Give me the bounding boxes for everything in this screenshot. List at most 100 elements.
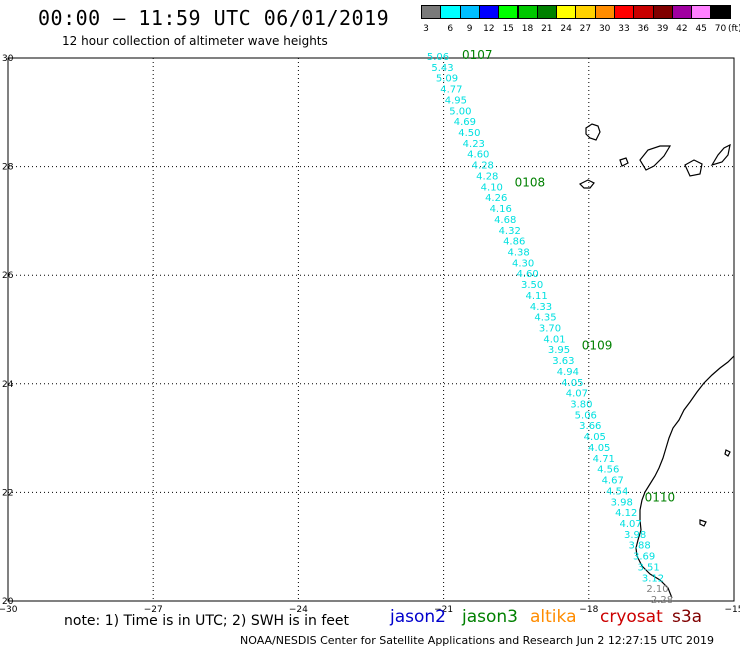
legend-label: 6 <box>447 24 454 34</box>
lat-lon-grid <box>8 58 734 601</box>
wave-height-label: 4.32 <box>499 226 521 237</box>
wave-height-label: 5.06 <box>427 52 449 63</box>
lat-tick-label: 28 <box>2 163 14 173</box>
legend-label: 39 <box>656 24 669 34</box>
satellite-label: cryosat <box>600 607 663 627</box>
page-title: 00:00 – 11:59 UTC 06/01/2019 <box>38 6 390 30</box>
wave-height-label: 4.12 <box>615 508 637 519</box>
axis-ticks: −30 −27 −24 −21 −18 −15 20 22 24 26 28 30 <box>0 54 740 615</box>
time-labels: 0107 0108 0109 0110 <box>462 48 675 505</box>
wave-height-label: 3.88 <box>628 541 650 552</box>
wave-height-label: 4.95 <box>445 95 467 106</box>
legend-swatch <box>710 5 731 19</box>
wave-height-label: 4.77 <box>440 85 462 96</box>
lon-tick-label: −24 <box>289 605 308 615</box>
wave-height-label: 2.10 <box>646 584 668 595</box>
wave-height-label: 4.16 <box>490 204 512 215</box>
map-frame <box>7 57 735 602</box>
altimeter-track: 5.065.435.094.774.955.004.694.504.234.60… <box>427 52 673 606</box>
wave-height-label: 4.60 <box>467 150 489 161</box>
legend-label: 36 <box>637 24 650 34</box>
tenerife-island <box>639 145 672 171</box>
time-label: 0110 <box>645 491 676 505</box>
fuerteventura-island <box>710 143 731 167</box>
la-gomera-island <box>619 157 629 167</box>
cape-blanc-island <box>699 519 707 527</box>
legend-label: 33 <box>618 24 630 34</box>
wave-height-label: 4.86 <box>503 237 525 248</box>
wave-height-label: 3.80 <box>570 400 592 411</box>
lon-tick-label: −15 <box>725 605 740 615</box>
legend-label: 70 <box>714 24 727 34</box>
wave-height-label: 4.71 <box>593 454 615 465</box>
time-label: 0107 <box>462 48 493 62</box>
wave-height-label: 3.98 <box>611 497 633 508</box>
wave-height-label: 4.38 <box>507 248 529 259</box>
time-label: 0108 <box>515 176 546 190</box>
wave-height-label: 4.10 <box>481 182 503 193</box>
wave-height-label: 4.05 <box>588 443 610 454</box>
lat-tick-label: 26 <box>2 271 14 281</box>
wave-height-label: 4.50 <box>458 128 480 139</box>
wave-height-label: 4.56 <box>597 465 619 476</box>
wave-height-label: 4.07 <box>619 519 641 530</box>
legend-label: 15 <box>502 24 514 34</box>
footer-credit: NOAA/NESDIS Center for Satellite Applica… <box>240 634 715 647</box>
wave-height-label: 3.66 <box>579 421 601 432</box>
wave-height-label: 3.95 <box>548 345 570 356</box>
wave-height-label: 5.06 <box>575 410 597 421</box>
wave-height-label: 4.69 <box>454 117 476 128</box>
gran-canaria-island <box>684 159 703 177</box>
legend-label: 9 <box>466 24 473 34</box>
wave-height-label: 4.26 <box>485 193 507 204</box>
el-hierro-island <box>578 179 595 189</box>
wave-height-label: 4.28 <box>476 172 498 183</box>
wave-height-label: 3.51 <box>637 562 659 573</box>
la-palma-island <box>585 123 601 141</box>
africa-coastline <box>635 355 735 599</box>
satellite-label: altika <box>530 607 577 627</box>
wave-height-label: 4.05 <box>584 432 606 443</box>
wave-height-label: 4.60 <box>516 269 538 280</box>
wave-height-label: 5.09 <box>436 74 458 85</box>
lat-tick-label: 24 <box>2 380 14 390</box>
lon-tick-label: −21 <box>434 605 453 615</box>
wave-height-label: 4.33 <box>530 302 552 313</box>
wave-height-label: 4.11 <box>525 291 547 302</box>
legend-unit: (ft) <box>728 24 740 34</box>
wave-height-label: 5.43 <box>431 63 453 74</box>
coastline <box>578 123 735 599</box>
wave-height-label: 4.07 <box>566 389 588 400</box>
time-label: 0109 <box>582 339 613 353</box>
legend-label: 12 <box>483 24 495 34</box>
lat-tick-label: 30 <box>2 54 14 64</box>
satellite-label: s3a <box>672 607 703 627</box>
legend-label: 24 <box>560 24 572 34</box>
lat-tick-label: 20 <box>2 597 14 607</box>
wave-height-label: 2.28 <box>651 595 673 606</box>
lat-tick-label: 22 <box>2 488 13 498</box>
page-subtitle: 12 hour collection of altimeter wave hei… <box>62 34 328 48</box>
wave-height-label: 5.00 <box>449 106 471 117</box>
wave-height-label: 4.54 <box>606 486 628 497</box>
offshore-islet <box>724 449 731 457</box>
legend-label: 21 <box>541 24 553 34</box>
satellite-label: jason3 <box>462 607 518 627</box>
wave-height-label: 3.98 <box>624 530 646 541</box>
wave-height-label: 4.68 <box>494 215 516 226</box>
wave-height-label: 3.50 <box>521 280 543 291</box>
legend-label: 45 <box>695 24 707 34</box>
lon-tick-label: −30 <box>0 605 18 615</box>
legend-label: 30 <box>598 24 611 34</box>
wave-height-label: 4.30 <box>512 258 534 269</box>
wave-height-label: 4.28 <box>472 161 494 172</box>
legend-label: 18 <box>521 24 534 34</box>
wave-height-label: 4.05 <box>561 378 583 389</box>
wave-height-label: 4.94 <box>557 367 579 378</box>
satellite-label: jason2 <box>390 607 446 627</box>
wave-height-label: 3.70 <box>539 324 561 335</box>
lon-tick-label: −27 <box>144 605 163 615</box>
wave-height-label: 4.01 <box>543 334 565 345</box>
